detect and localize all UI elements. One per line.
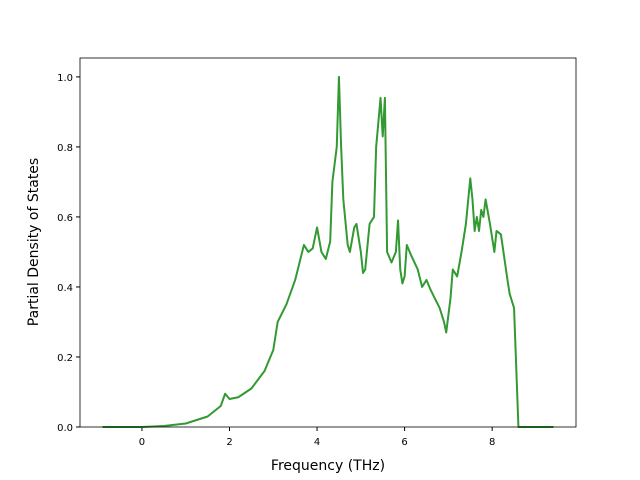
y-tick-label: 0.2 (57, 353, 73, 364)
plot-frame (79, 57, 577, 428)
y-axis-label: Partial Density of States (26, 158, 42, 326)
y-tick-label: 0.6 (57, 213, 73, 224)
y-tick-label: 0.4 (57, 283, 73, 294)
x-tick-label: 2 (226, 437, 232, 448)
y-tick-label: 0.0 (57, 423, 73, 434)
x-tick-label: 0 (139, 437, 145, 448)
line (102, 75, 554, 428)
x-tick-label: 4 (314, 437, 320, 448)
x-tick-label: 6 (401, 437, 407, 448)
x-axis-label: Frequency (THz) (271, 458, 385, 474)
y-tick-label: 1.0 (57, 73, 73, 84)
x-tick-label: 8 (489, 437, 495, 448)
y-tick-label: 0.8 (57, 143, 73, 154)
